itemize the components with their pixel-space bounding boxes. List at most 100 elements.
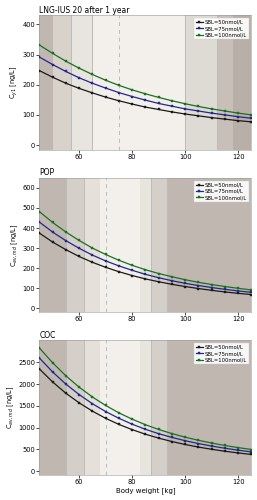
SBL=100nmol/L (131, 87, 134, 93)
SBL=50nmol/L (237, 290, 240, 296)
SBL=75nmol/L (250, 115, 253, 121)
SBL=100nmol/L (117, 258, 120, 264)
Line: SBL=75nmol/L: SBL=75nmol/L (38, 356, 253, 454)
Bar (71, 16, 92, 150)
Bar (53, 16, 71, 150)
SBL=75nmol/L (157, 274, 160, 280)
SBL=75nmol/L (51, 62, 54, 68)
SBL=100nmol/L (250, 446, 253, 452)
SBL=50nmol/L (250, 119, 253, 125)
SBL=50nmol/L (117, 98, 120, 103)
SBL=75nmol/L (64, 238, 67, 244)
Line: SBL=75nmol/L: SBL=75nmol/L (38, 220, 253, 294)
SBL=100nmol/L (183, 276, 187, 282)
SBL=50nmol/L (223, 116, 226, 122)
Y-axis label: C$_{y1}$ [ng/L]: C$_{y1}$ [ng/L] (9, 66, 20, 100)
SBL=50nmol/L (78, 86, 81, 91)
SBL=100nmol/L (117, 82, 120, 88)
SBL=75nmol/L (197, 108, 200, 114)
SBL=50nmol/L (51, 379, 54, 385)
SBL=100nmol/L (170, 274, 173, 280)
SBL=75nmol/L (64, 381, 67, 387)
Bar (217, 16, 233, 150)
Legend: SBL=50nmol/L, SBL=75nmol/L, SBL=100nmol/L: SBL=50nmol/L, SBL=75nmol/L, SBL=100nmol/… (194, 180, 249, 202)
Bar (39, 16, 53, 150)
SBL=75nmol/L (51, 369, 54, 375)
SBL=100nmol/L (144, 91, 147, 97)
SBL=50nmol/L (237, 450, 240, 456)
Bar (100, 178, 140, 312)
Bar (151, 340, 167, 475)
SBL=100nmol/L (64, 58, 67, 64)
SBL=75nmol/L (117, 416, 120, 422)
SBL=75nmol/L (170, 278, 173, 283)
Bar (151, 178, 167, 312)
Legend: SBL=50nmol/L, SBL=75nmol/L, SBL=100nmol/L: SBL=50nmol/L, SBL=75nmol/L, SBL=100nmol/… (194, 18, 249, 40)
Bar (39, 178, 66, 312)
Bar (84, 178, 100, 312)
SBL=100nmol/L (38, 42, 41, 48)
SBL=75nmol/L (104, 258, 107, 264)
SBL=75nmol/L (104, 85, 107, 91)
SBL=50nmol/L (64, 246, 67, 252)
Bar (167, 178, 251, 312)
SBL=100nmol/L (64, 373, 67, 379)
SBL=75nmol/L (144, 272, 147, 278)
Bar (66, 178, 84, 312)
SBL=100nmol/L (183, 434, 187, 440)
Bar (84, 340, 100, 475)
SBL=75nmol/L (78, 75, 81, 81)
SBL=50nmol/L (197, 113, 200, 119)
Text: COC: COC (39, 330, 56, 340)
SBL=50nmol/L (117, 268, 120, 274)
SBL=50nmol/L (157, 106, 160, 112)
Bar (100, 340, 140, 475)
SBL=50nmol/L (91, 408, 94, 414)
SBL=50nmol/L (104, 416, 107, 422)
SBL=50nmol/L (183, 284, 187, 290)
SBL=50nmol/L (131, 426, 134, 432)
SBL=75nmol/L (157, 430, 160, 436)
SBL=100nmol/L (223, 284, 226, 290)
SBL=100nmol/L (91, 394, 94, 400)
SBL=75nmol/L (91, 252, 94, 258)
SBL=50nmol/L (237, 118, 240, 124)
SBL=100nmol/L (38, 208, 41, 214)
SBL=100nmol/L (51, 220, 54, 226)
SBL=100nmol/L (197, 104, 200, 110)
SBL=50nmol/L (157, 278, 160, 284)
SBL=75nmol/L (170, 434, 173, 440)
SBL=75nmol/L (250, 449, 253, 455)
Text: LNG-IUS 20 after 1 year: LNG-IUS 20 after 1 year (39, 6, 130, 15)
SBL=100nmol/L (78, 238, 81, 244)
SBL=50nmol/L (131, 101, 134, 107)
SBL=75nmol/L (183, 106, 187, 112)
SBL=75nmol/L (197, 440, 200, 446)
SBL=75nmol/L (223, 445, 226, 451)
SBL=50nmol/L (170, 282, 173, 288)
Bar (233, 16, 251, 150)
SBL=75nmol/L (157, 100, 160, 106)
SBL=100nmol/L (237, 286, 240, 292)
SBL=75nmol/L (38, 219, 41, 225)
SBL=75nmol/L (78, 392, 81, 398)
SBL=100nmol/L (64, 229, 67, 235)
SBL=50nmol/L (38, 230, 41, 236)
SBL=100nmol/L (237, 444, 240, 450)
SBL=75nmol/L (250, 290, 253, 296)
Bar (185, 16, 217, 150)
SBL=50nmol/L (51, 74, 54, 80)
SBL=50nmol/L (91, 260, 94, 266)
Line: SBL=100nmol/L: SBL=100nmol/L (38, 346, 253, 451)
SBL=75nmol/L (144, 97, 147, 103)
SBL=50nmol/L (210, 114, 213, 120)
Line: SBL=50nmol/L: SBL=50nmol/L (38, 368, 253, 456)
SBL=75nmol/L (51, 229, 54, 235)
SBL=100nmol/L (38, 345, 41, 351)
SBL=50nmol/L (78, 254, 81, 260)
SBL=100nmol/L (104, 252, 107, 258)
Line: SBL=50nmol/L: SBL=50nmol/L (38, 232, 253, 296)
SBL=50nmol/L (170, 438, 173, 444)
SBL=50nmol/L (183, 442, 187, 448)
SBL=75nmol/L (223, 112, 226, 118)
